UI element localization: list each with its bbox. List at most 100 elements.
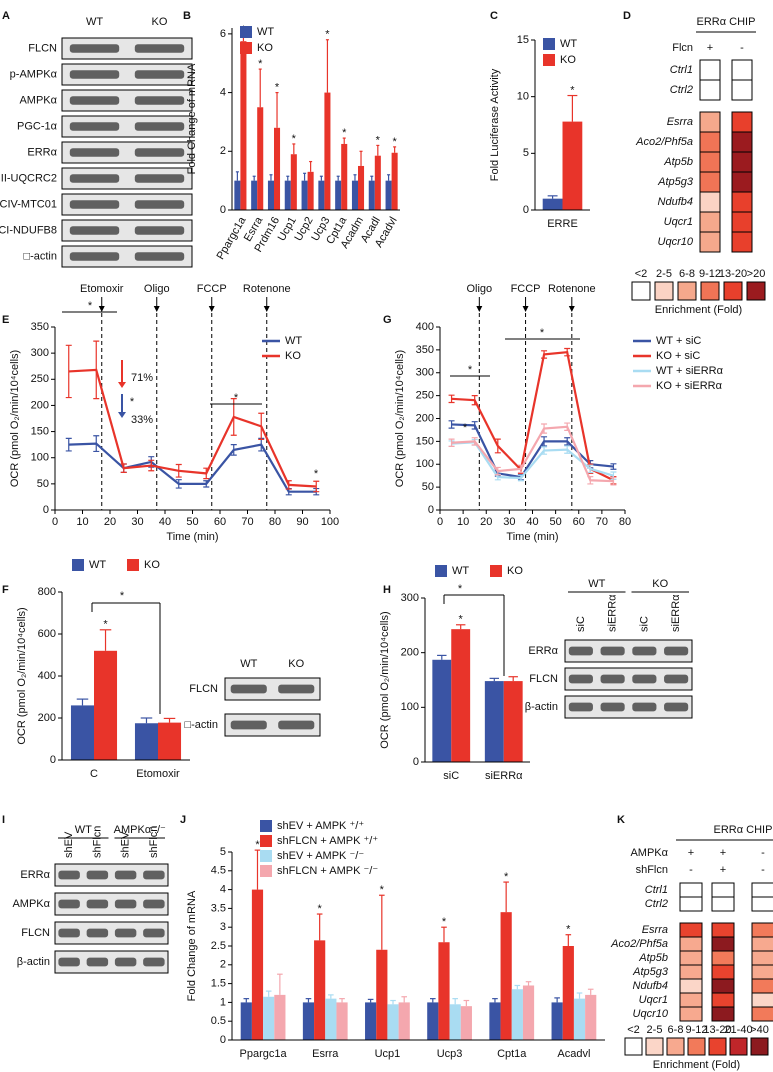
bar [461,1006,472,1040]
error-bar [554,998,560,1003]
legend-swatch [632,282,650,300]
bar [399,1002,410,1040]
y-tick-label: 4.5 [211,865,226,877]
row-label: CI-NDUFB8 [0,224,57,236]
legend-label: >40 [750,1024,769,1036]
condition-level: + [720,864,726,876]
y-tick-label: 400 [38,670,56,682]
significance: * [275,81,280,93]
legend-swatch [646,1038,663,1055]
legend-swatch [260,835,272,847]
row-label: □-actin [23,250,57,262]
y-tick-label: 3.5 [211,902,226,914]
heat-cell [700,232,720,252]
row-label: Ctrl1 [645,884,668,896]
heat-cell [680,937,702,951]
row-label: Atp5b [638,952,668,964]
bar [432,660,451,762]
error-bar [526,982,532,986]
y-tick-label: 6 [220,28,226,40]
bar [427,1002,438,1040]
y-tick-label: 100 [416,458,434,470]
group-label: AMPKα⁻/⁻ [114,824,166,836]
bar [71,705,94,760]
y-tick-label: 0 [43,504,49,516]
bar [234,181,240,210]
error-bar [503,882,509,912]
lane-label: shEV [63,831,75,858]
legend-label: WT + siC [656,335,701,347]
bar [392,153,398,210]
annotation: * [463,422,468,434]
significance: * [566,924,571,936]
bar [563,122,583,210]
bar [325,999,336,1040]
band [135,226,184,234]
y-tick-label: 200 [401,647,419,659]
error-bar [317,914,323,940]
band [135,96,184,104]
heat-cell [732,232,752,252]
legend-label: KO [560,54,576,66]
legend-swatch [260,820,272,832]
legend-label: WT [257,26,274,38]
legend-label: WT [560,38,577,50]
y-tick-label: 15 [517,34,529,46]
y-tick-label: 250 [416,390,434,402]
error-bar [306,999,312,1003]
error-bar [401,997,407,1003]
series-line [69,370,317,487]
legend-swatch [260,850,272,862]
bar [303,1002,314,1040]
legend-swatch [678,282,696,300]
lane-label: siERRα [670,594,682,632]
legend-label: shEV + AMPK ⁺/⁺ [277,820,364,832]
row-label: Aco2/Phf5a [635,136,693,148]
legend-swatch [240,26,252,38]
event-arrow-head [523,306,529,312]
bar [489,1002,500,1040]
condition-level: - [740,42,744,54]
y-tick-label: 10 [517,91,529,103]
panel-letter: E [2,314,9,326]
annotation: * [120,590,125,602]
x-tick-label: 50 [186,516,198,528]
bar [574,999,585,1040]
band [70,148,119,156]
row-label: Uqcr10 [658,236,694,248]
bar [252,890,263,1040]
error-bar [255,850,261,889]
legend-label: >20 [747,268,766,280]
band [87,958,108,967]
band [143,900,164,909]
bar [512,989,523,1040]
event-arrow-head [154,306,160,312]
bar [302,181,308,210]
row-label: Uqcr1 [664,216,693,228]
error-bar [490,678,499,681]
error-bar [320,176,323,180]
legend-swatch [543,38,555,50]
lane-label: siC [575,616,587,632]
error-bar [588,989,594,995]
y-tick-label: 200 [31,399,49,411]
legend-title: Enrichment (Fold) [653,1059,740,1071]
band [70,200,119,208]
heat-cell [680,897,702,911]
y-axis-label: OCR (pmol O₂/min/10⁴cells) [9,350,21,487]
heat-cell [732,172,752,192]
y-axis-label: OCR (pmol O₂/min/10⁴cells) [379,611,391,748]
series-line [69,444,317,492]
x-tick-label: 60 [573,516,585,528]
panel-letter: H [383,584,391,596]
condition-level: + [707,42,713,54]
legend-swatch [655,282,673,300]
bar [274,995,285,1040]
legend-title: Enrichment (Fold) [655,304,742,316]
significance: * [380,884,385,896]
x-tick-label: siERRα [485,770,523,782]
legend-swatch [667,1038,684,1055]
band [70,96,119,104]
legend-label: KO [285,350,301,362]
